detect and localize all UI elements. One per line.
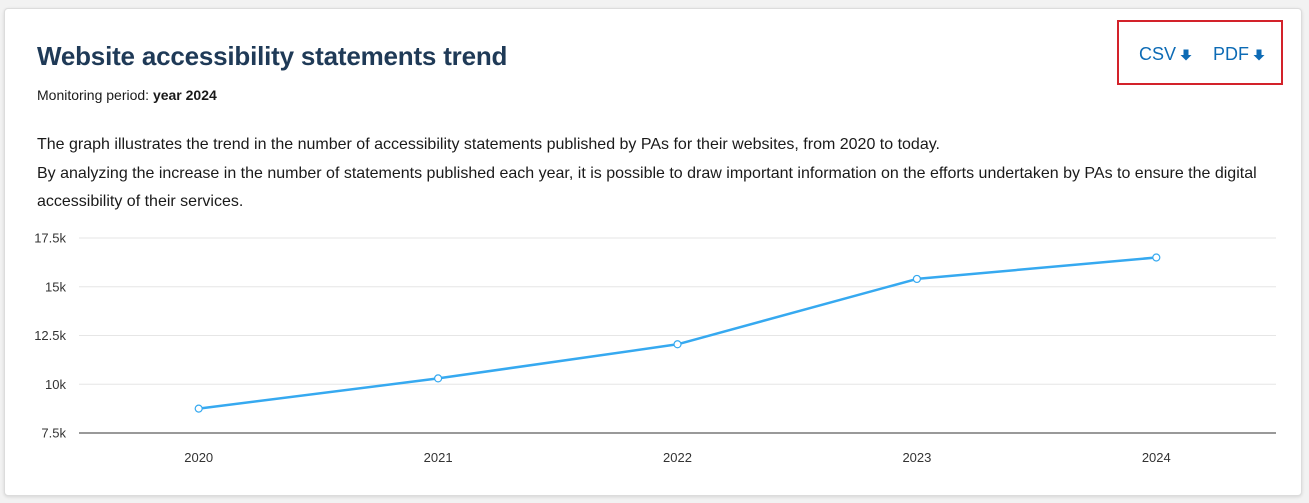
y-tick-label: 7.5k xyxy=(41,426,66,441)
x-tick-label: 2024 xyxy=(1142,450,1171,465)
data-point xyxy=(434,374,443,383)
data-point xyxy=(1152,253,1161,262)
x-tick-label: 2023 xyxy=(902,450,931,465)
y-tick-label: 15k xyxy=(45,279,66,294)
x-tick-label: 2022 xyxy=(663,450,692,465)
monitoring-period: Monitoring period: year 2024 xyxy=(37,87,217,103)
chart-description: The graph illustrates the trend in the n… xyxy=(37,131,1277,217)
y-tick-label: 10k xyxy=(45,377,66,392)
csv-download-link[interactable]: CSV xyxy=(1139,44,1192,65)
data-point xyxy=(912,274,922,284)
period-label: Monitoring period: xyxy=(37,87,150,103)
description-line-2: By analyzing the increase in the number … xyxy=(37,164,1257,211)
data-point xyxy=(673,340,682,349)
pdf-label: PDF xyxy=(1213,44,1249,64)
x-tick-label: 2020 xyxy=(184,450,213,465)
download-arrow-icon xyxy=(1180,49,1192,60)
data-point xyxy=(194,404,203,413)
y-tick-label: 12.5k xyxy=(34,328,66,343)
y-tick-label: 17.5k xyxy=(34,231,66,246)
pdf-download-link[interactable]: PDF xyxy=(1213,44,1265,65)
x-tick-label: 2021 xyxy=(424,450,453,465)
series-line xyxy=(198,256,1157,410)
download-arrow-icon xyxy=(1253,49,1265,60)
line-chart: 7.5k 10k 12.5k 15k 17.5k 2020 2021 2022 2023 2024 xyxy=(34,231,1276,465)
chart-card: Website accessibility statements trend M… xyxy=(4,8,1302,496)
page-title: Website accessibility statements trend xyxy=(37,41,508,71)
download-links-highlight: CSV PDF xyxy=(1117,20,1283,85)
description-line-1: The graph illustrates the trend in the n… xyxy=(37,136,940,153)
csv-label: CSV xyxy=(1139,44,1177,64)
period-value: year 2024 xyxy=(152,87,217,103)
